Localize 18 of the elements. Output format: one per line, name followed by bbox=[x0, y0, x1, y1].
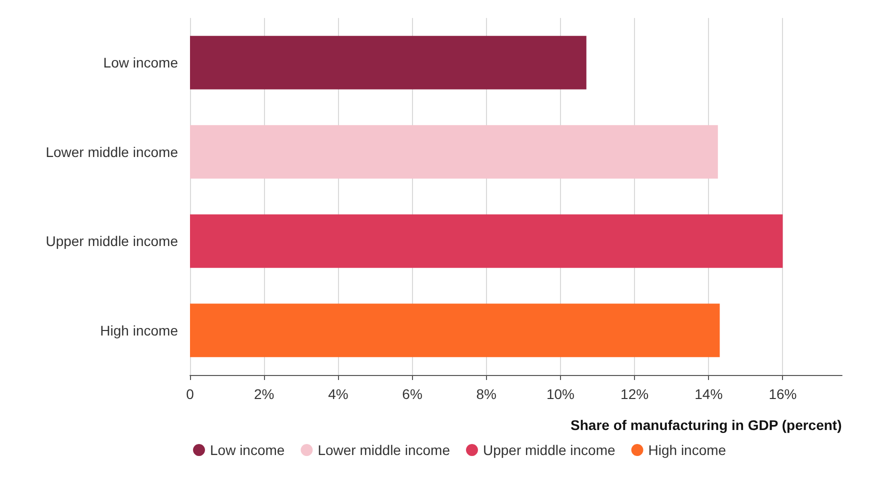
y-tick-label: High income bbox=[100, 322, 178, 338]
legend-label: Lower middle income bbox=[318, 442, 450, 458]
y-tick-label: Low income bbox=[103, 54, 178, 71]
legend-label: High income bbox=[648, 442, 726, 458]
x-tick-label: 12% bbox=[620, 386, 649, 402]
x-tick-label: 4% bbox=[328, 386, 348, 402]
y-tick-label: Lower middle income bbox=[46, 144, 178, 160]
x-axis-title: Share of manufacturing in GDP (percent) bbox=[570, 417, 842, 433]
x-tick-label: 2% bbox=[254, 386, 274, 402]
legend-label: Low income bbox=[210, 442, 285, 458]
x-tick-label: 8% bbox=[476, 386, 496, 402]
x-tick-label: 14% bbox=[694, 386, 723, 402]
x-tick-label: 16% bbox=[768, 386, 797, 402]
x-tick-label: 0 bbox=[186, 386, 194, 402]
y-tick-label: Upper middle income bbox=[46, 233, 178, 250]
x-tick-label: 6% bbox=[402, 386, 422, 402]
legend-label: Upper middle income bbox=[482, 442, 616, 458]
x-tick-label: 10% bbox=[546, 386, 574, 402]
